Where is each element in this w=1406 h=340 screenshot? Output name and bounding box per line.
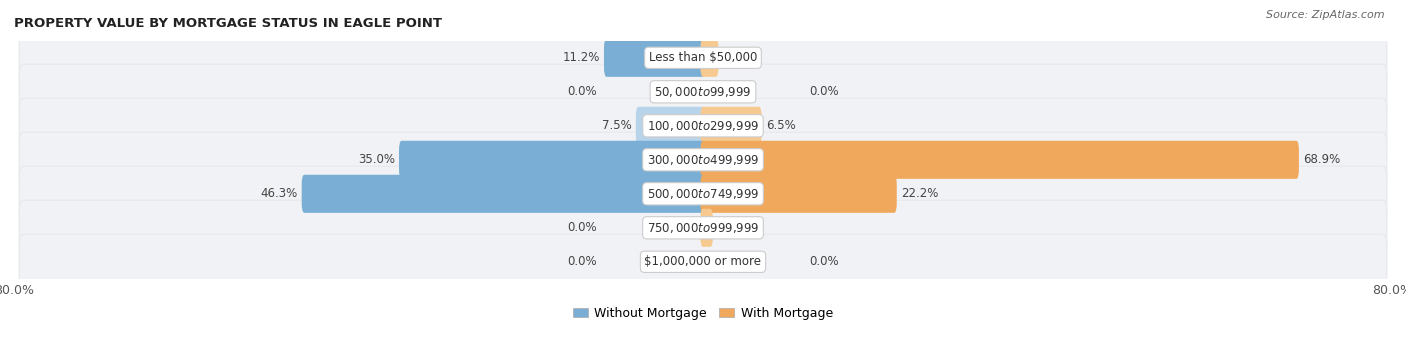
Text: $300,000 to $499,999: $300,000 to $499,999 — [647, 153, 759, 167]
FancyBboxPatch shape — [636, 107, 706, 145]
Legend: Without Mortgage, With Mortgage: Without Mortgage, With Mortgage — [568, 302, 838, 325]
Text: 0.0%: 0.0% — [568, 255, 598, 268]
Text: $750,000 to $999,999: $750,000 to $999,999 — [647, 221, 759, 235]
FancyBboxPatch shape — [20, 234, 1386, 289]
Text: 6.5%: 6.5% — [766, 119, 796, 132]
Text: Source: ZipAtlas.com: Source: ZipAtlas.com — [1267, 10, 1385, 20]
FancyBboxPatch shape — [700, 107, 762, 145]
Text: 68.9%: 68.9% — [1303, 153, 1340, 166]
Text: 0.0%: 0.0% — [808, 85, 838, 98]
Text: $50,000 to $99,999: $50,000 to $99,999 — [654, 85, 752, 99]
Text: PROPERTY VALUE BY MORTGAGE STATUS IN EAGLE POINT: PROPERTY VALUE BY MORTGAGE STATUS IN EAG… — [14, 17, 441, 30]
FancyBboxPatch shape — [605, 39, 706, 77]
FancyBboxPatch shape — [700, 175, 897, 213]
Text: 11.2%: 11.2% — [562, 51, 599, 64]
Text: 7.5%: 7.5% — [602, 119, 631, 132]
Text: 1.5%: 1.5% — [723, 51, 752, 64]
Text: Less than $50,000: Less than $50,000 — [648, 51, 758, 64]
FancyBboxPatch shape — [20, 98, 1386, 153]
Text: 0.0%: 0.0% — [568, 85, 598, 98]
FancyBboxPatch shape — [20, 200, 1386, 255]
FancyBboxPatch shape — [20, 30, 1386, 85]
Text: 46.3%: 46.3% — [260, 187, 298, 200]
FancyBboxPatch shape — [20, 166, 1386, 221]
Text: 0.0%: 0.0% — [808, 255, 838, 268]
FancyBboxPatch shape — [20, 64, 1386, 119]
Text: $500,000 to $749,999: $500,000 to $749,999 — [647, 187, 759, 201]
Text: $100,000 to $299,999: $100,000 to $299,999 — [647, 119, 759, 133]
FancyBboxPatch shape — [20, 132, 1386, 187]
FancyBboxPatch shape — [700, 209, 713, 247]
FancyBboxPatch shape — [302, 175, 706, 213]
FancyBboxPatch shape — [399, 141, 706, 179]
FancyBboxPatch shape — [700, 39, 718, 77]
Text: 0.0%: 0.0% — [568, 221, 598, 234]
Text: $1,000,000 or more: $1,000,000 or more — [644, 255, 762, 268]
FancyBboxPatch shape — [700, 141, 1299, 179]
Text: 0.85%: 0.85% — [717, 221, 754, 234]
Text: 35.0%: 35.0% — [357, 153, 395, 166]
Text: 22.2%: 22.2% — [901, 187, 938, 200]
